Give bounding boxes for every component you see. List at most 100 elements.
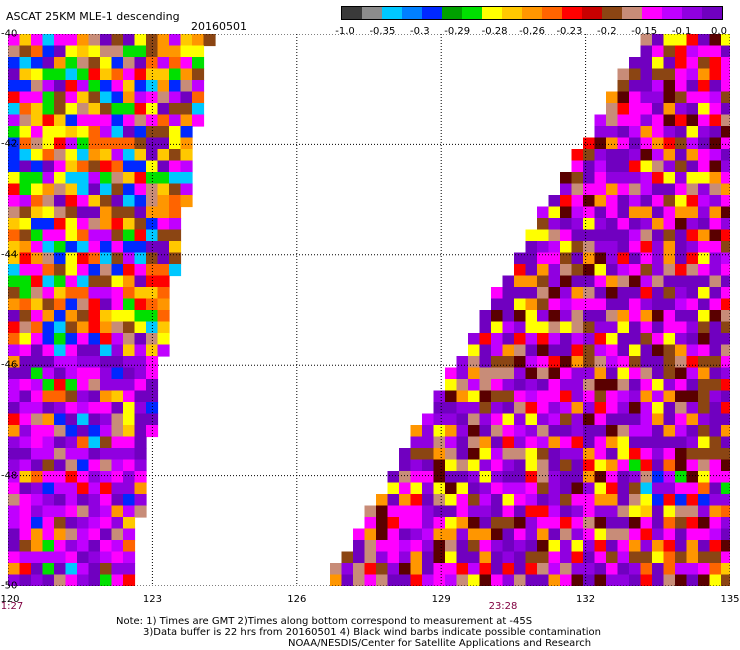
data-cell — [652, 229, 665, 242]
latitude-label: -46 — [1, 359, 18, 371]
colorbar-segment — [522, 7, 542, 19]
data-cell — [594, 149, 607, 162]
data-cell — [88, 517, 101, 530]
data-cell — [583, 310, 596, 323]
data-cell — [709, 114, 722, 127]
data-cell — [698, 34, 711, 47]
data-cell — [19, 344, 32, 357]
data-cell — [686, 505, 699, 518]
data-cell — [65, 310, 78, 323]
data-cell — [42, 413, 55, 426]
data-cell — [640, 356, 653, 369]
data-cell — [422, 459, 435, 472]
data-cell — [686, 160, 699, 173]
data-cell — [468, 402, 481, 415]
data-cell — [353, 563, 366, 576]
data-cell — [514, 252, 527, 265]
data-cell — [31, 425, 44, 438]
data-cell — [433, 528, 446, 541]
data-cell — [192, 114, 205, 127]
data-cell — [330, 574, 343, 586]
data-cell — [675, 252, 688, 265]
data-cell — [19, 287, 32, 300]
data-cell — [111, 436, 124, 449]
data-cell — [65, 80, 78, 93]
data-cell — [19, 574, 32, 586]
data-cell — [537, 517, 550, 530]
colorbar-segment — [482, 7, 502, 19]
data-cell — [111, 252, 124, 265]
data-cell — [433, 505, 446, 518]
data-cell — [100, 471, 113, 484]
data-cell — [502, 333, 515, 346]
data-cell — [8, 482, 21, 495]
data-cell — [65, 402, 78, 415]
data-cell — [525, 551, 538, 564]
colorbar-segment — [502, 7, 522, 19]
data-cell — [468, 563, 481, 576]
data-cell — [606, 229, 619, 242]
data-cell — [192, 68, 205, 81]
data-cell — [640, 321, 653, 334]
data-cell — [8, 413, 21, 426]
data-cell — [54, 229, 67, 242]
data-cell — [560, 517, 573, 530]
data-cell — [445, 390, 458, 403]
data-cell — [100, 390, 113, 403]
data-cell — [19, 540, 32, 553]
data-cell — [514, 367, 527, 380]
data-cell — [606, 574, 619, 586]
data-cell — [525, 390, 538, 403]
data-cell — [640, 275, 653, 288]
data-cell — [134, 126, 147, 139]
data-cell — [652, 264, 665, 277]
data-cell — [502, 505, 515, 518]
data-cell — [663, 91, 676, 104]
data-cell — [721, 160, 730, 173]
data-cell — [640, 34, 653, 47]
data-cell — [629, 103, 642, 116]
data-cell — [111, 356, 124, 369]
data-cell — [525, 252, 538, 265]
data-cell — [100, 195, 113, 208]
data-cell — [594, 482, 607, 495]
data-cell — [525, 402, 538, 415]
colorbar-tick-label: -0.26 — [519, 26, 545, 37]
data-cell — [19, 126, 32, 139]
data-cell — [594, 206, 607, 219]
data-cell — [721, 563, 730, 576]
data-cell — [134, 195, 147, 208]
data-cell — [514, 494, 527, 507]
data-cell — [8, 195, 21, 208]
colorbar-segment — [662, 7, 682, 19]
data-cell — [629, 80, 642, 93]
data-cell — [19, 218, 32, 231]
data-cell — [364, 551, 377, 564]
data-cell — [8, 264, 21, 277]
data-cell — [640, 298, 653, 311]
data-cell — [606, 517, 619, 530]
data-cell — [134, 321, 147, 334]
data-cell — [387, 471, 400, 484]
data-cell — [502, 321, 515, 334]
data-cell — [19, 264, 32, 277]
data-cell — [8, 57, 21, 70]
data-cell — [19, 505, 32, 518]
data-cell — [19, 436, 32, 449]
data-cell — [479, 390, 492, 403]
data-cell — [387, 482, 400, 495]
data-cell — [606, 459, 619, 472]
data-cell — [709, 321, 722, 334]
data-cell — [8, 448, 21, 461]
data-cell — [640, 517, 653, 530]
data-cell — [42, 321, 55, 334]
data-cell — [537, 229, 550, 242]
data-cell — [629, 183, 642, 196]
data-cell — [100, 91, 113, 104]
data-cell — [606, 494, 619, 507]
data-cell — [560, 310, 573, 323]
data-cell — [548, 298, 561, 311]
data-cell — [709, 172, 722, 185]
data-cell — [54, 195, 67, 208]
data-cell — [686, 195, 699, 208]
